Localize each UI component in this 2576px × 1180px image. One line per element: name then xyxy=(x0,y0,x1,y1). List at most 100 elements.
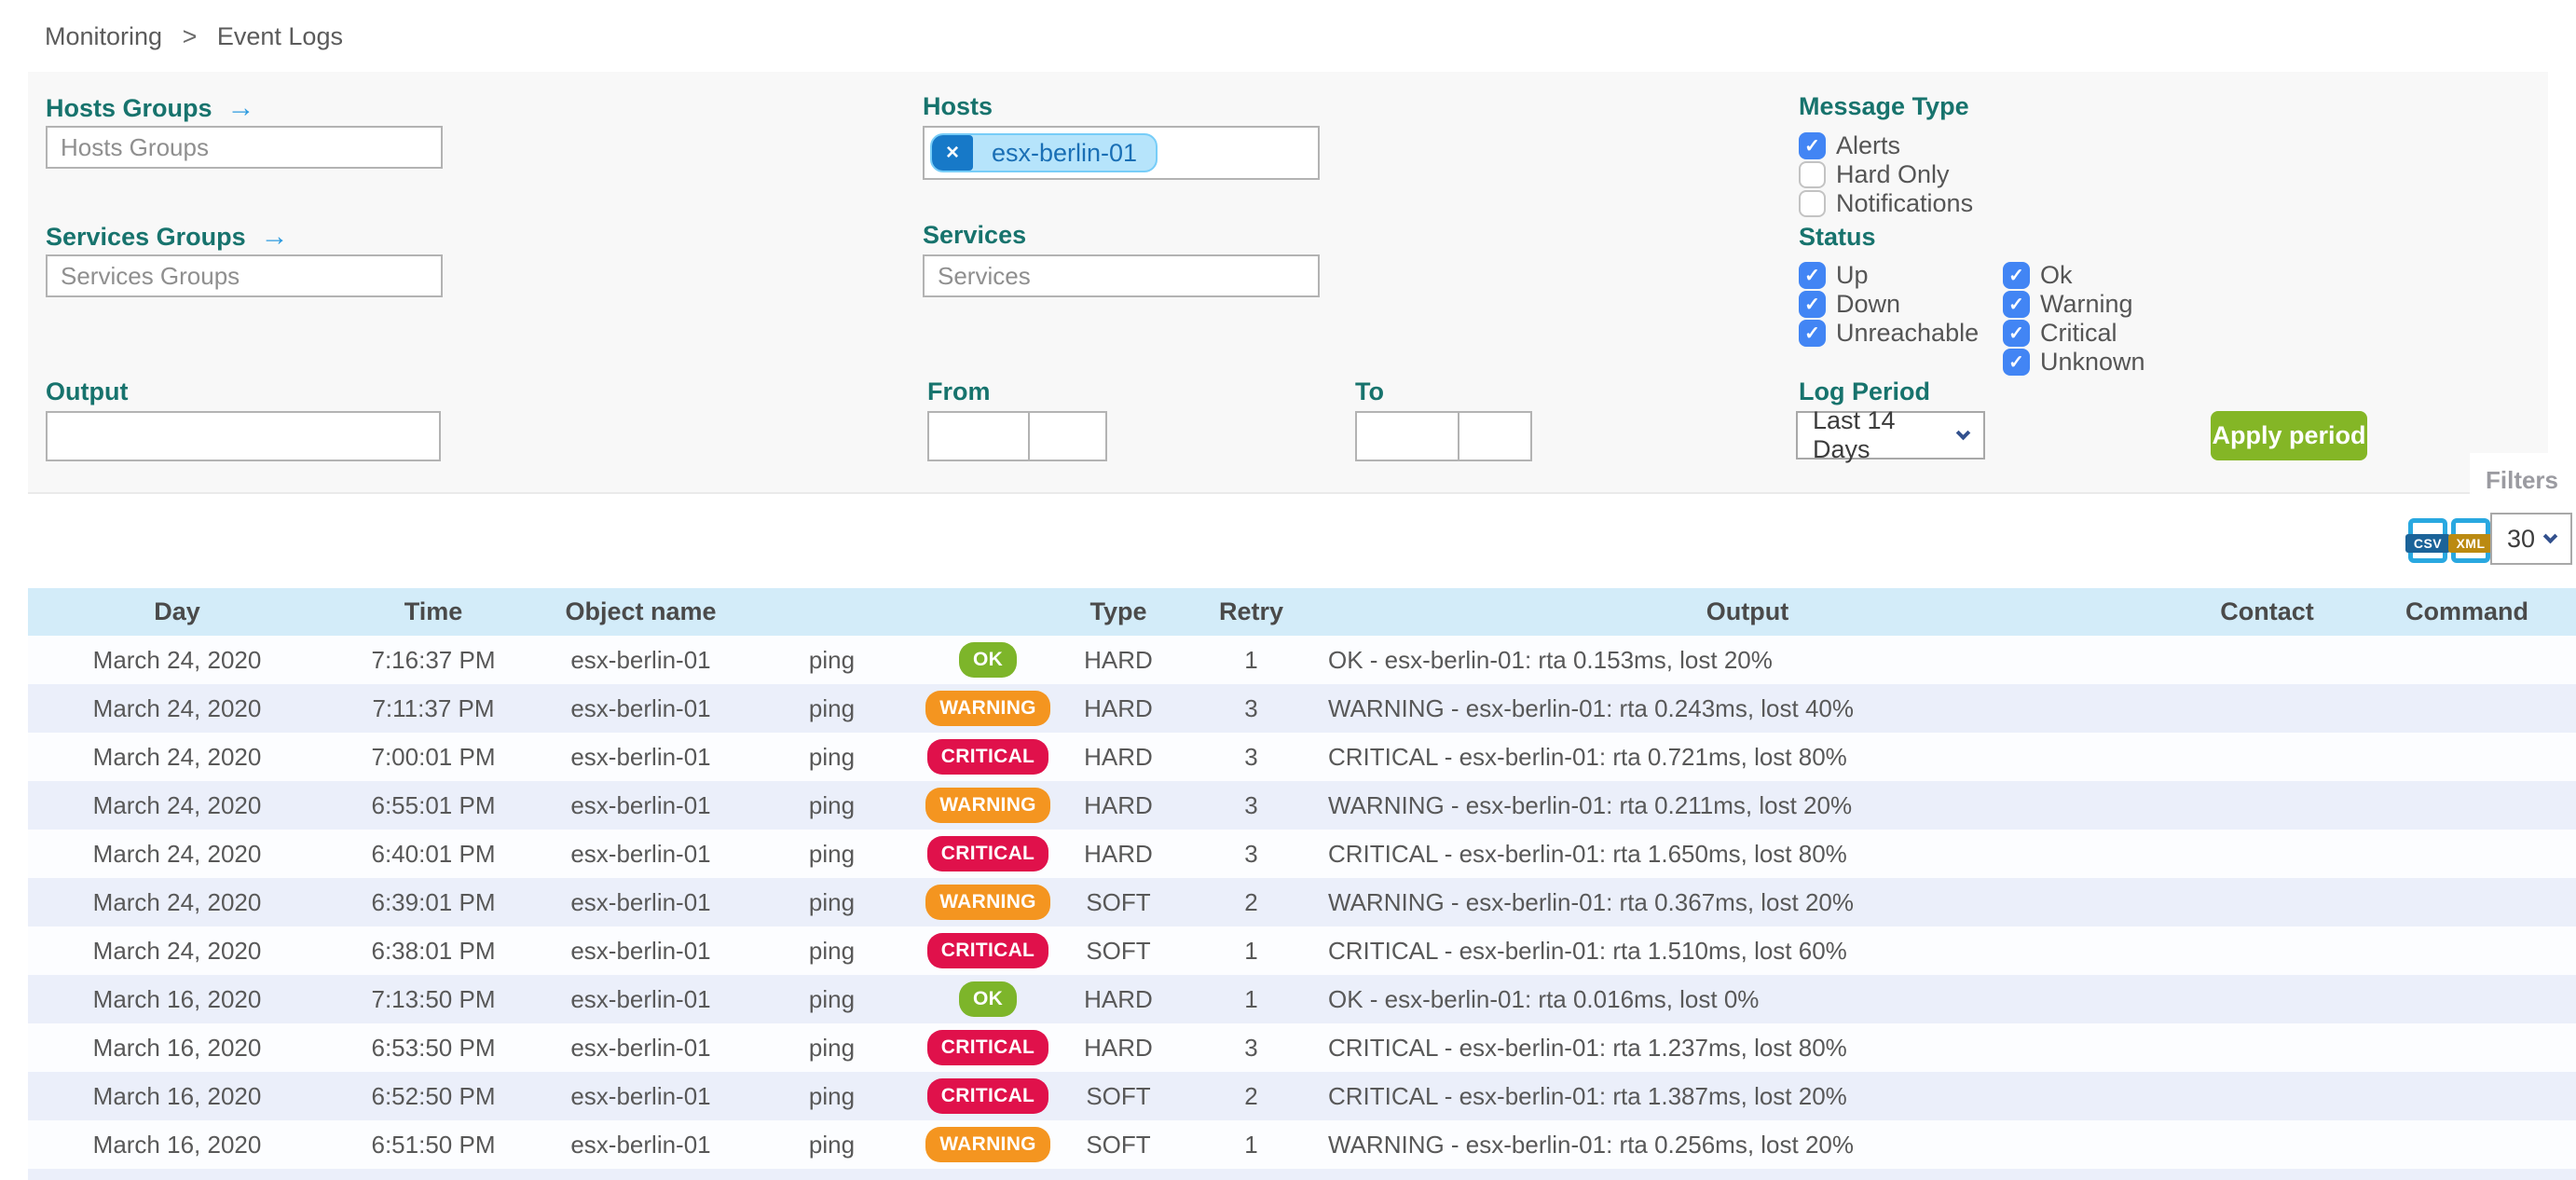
cell-type: HARD xyxy=(1084,984,1153,1013)
cell-time: 6:53:50 PM xyxy=(371,1033,496,1062)
services-groups-input[interactable] xyxy=(46,254,443,297)
cell-retry: 3 xyxy=(1244,693,1258,722)
table-row: March 16, 2020 6:51:50 PM esx-berlin-01 pin… xyxy=(28,1120,2576,1169)
checked-checkbox-icon[interactable]: ✓ xyxy=(1799,320,1826,347)
cell-service: ping xyxy=(808,693,856,722)
checkbox-critical[interactable]: ✓ Critical xyxy=(2003,319,2145,348)
table-row: March 24, 2020 6:55:01 PM esx-berlin-01 pin… xyxy=(28,781,2576,830)
cell-object-name: esx-berlin-01 xyxy=(570,742,711,771)
cell-command xyxy=(2358,926,2576,975)
checkbox-hard-only[interactable]: Hard Only xyxy=(1799,160,1973,189)
hosts-groups-label: Hosts Groups → xyxy=(46,92,255,123)
cell-object-name: esx-berlin-01 xyxy=(570,1081,711,1110)
cell-empty xyxy=(326,1169,541,1180)
checked-checkbox-icon[interactable]: ✓ xyxy=(2003,262,2030,289)
cell-command xyxy=(2358,1120,2576,1169)
table-row: March 24, 2020 6:38:01 PM esx-berlin-01 pin… xyxy=(28,926,2576,975)
cell-day: March 24, 2020 xyxy=(92,693,262,722)
checkbox-label: Warning xyxy=(2040,290,2133,318)
services-input[interactable] xyxy=(923,254,1320,297)
from-time-input[interactable] xyxy=(1028,411,1107,461)
column-header-day: Day xyxy=(28,588,326,636)
checked-checkbox-icon[interactable]: ✓ xyxy=(2003,320,2030,347)
cell-output: CRITICAL - esx-berlin-01: rta 1.387ms, l… xyxy=(1328,1081,1847,1110)
checked-checkbox-icon[interactable]: ✓ xyxy=(1799,262,1826,289)
checkbox-down[interactable]: ✓ Down xyxy=(1799,290,1979,319)
cell-time: 6:40:01 PM xyxy=(371,839,496,868)
cell-contact xyxy=(2176,878,2358,926)
cell-type: HARD xyxy=(1084,790,1153,819)
services-groups-arrow-icon[interactable]: → xyxy=(260,221,289,252)
cell-status: WARNING xyxy=(923,1120,1053,1169)
column-header-output: Output xyxy=(1319,588,2176,636)
checkbox-notifications[interactable]: Notifications xyxy=(1799,189,1973,218)
services-groups-label: Services Groups → xyxy=(46,221,289,252)
cell-time: 6:38:01 PM xyxy=(371,936,496,965)
filters-tab[interactable]: Filters xyxy=(2470,453,2574,507)
page-size-select[interactable]: 30 xyxy=(2490,513,2572,565)
cell-contact xyxy=(2176,684,2358,733)
from-label: From xyxy=(927,377,991,405)
cell-day: March 16, 2020 xyxy=(92,1081,262,1110)
host-chip: × esx-berlin-01 xyxy=(930,133,1158,172)
hosts-input[interactable]: × esx-berlin-01 xyxy=(923,126,1320,180)
export-xml-icon[interactable]: XML xyxy=(2448,518,2493,563)
cell-day: March 16, 2020 xyxy=(92,1130,262,1159)
cell-contact xyxy=(2176,975,2358,1023)
cell-time: 7:00:01 PM xyxy=(371,742,496,771)
status-options-service: ✓ Ok ✓ Warning ✓ Critical ✓ Unknown xyxy=(2003,261,2145,377)
checkbox-unknown[interactable]: ✓ Unknown xyxy=(2003,348,2145,377)
cell-status: CRITICAL xyxy=(923,733,1053,781)
cell-contact xyxy=(2176,1072,2358,1120)
cell-type: SOFT xyxy=(1086,1081,1151,1110)
status-badge: CRITICAL xyxy=(926,739,1049,775)
to-date-input[interactable] xyxy=(1355,411,1459,461)
from-date-input[interactable] xyxy=(927,411,1030,461)
unchecked-checkbox-icon[interactable] xyxy=(1799,190,1826,217)
cell-retry: 1 xyxy=(1244,984,1258,1013)
hosts-groups-input[interactable] xyxy=(46,126,443,169)
checkbox-ok[interactable]: ✓ Ok xyxy=(2003,261,2145,290)
apply-period-button[interactable]: Apply period xyxy=(2211,411,2367,460)
cell-retry: 2 xyxy=(1244,1081,1258,1110)
cell-command xyxy=(2358,1023,2576,1072)
checked-checkbox-icon[interactable]: ✓ xyxy=(1799,291,1826,318)
checkbox-up[interactable]: ✓ Up xyxy=(1799,261,1979,290)
hosts-groups-arrow-icon[interactable]: → xyxy=(226,92,255,123)
cell-output: OK - esx-berlin-01: rta 0.016ms, lost 0% xyxy=(1328,984,1760,1013)
cell-object-name: esx-berlin-01 xyxy=(570,936,711,965)
cell-output: WARNING - esx-berlin-01: rta 0.367ms, lo… xyxy=(1328,887,1854,916)
output-input[interactable] xyxy=(46,411,441,461)
status-badge: OK xyxy=(958,981,1018,1017)
cell-empty xyxy=(1184,1169,1319,1180)
cell-status: CRITICAL xyxy=(923,1072,1053,1120)
cell-service: ping xyxy=(808,1081,856,1110)
cell-time: 6:55:01 PM xyxy=(371,790,496,819)
checked-checkbox-icon[interactable]: ✓ xyxy=(2003,349,2030,376)
checked-checkbox-icon[interactable]: ✓ xyxy=(2003,291,2030,318)
checkbox-alerts[interactable]: ✓ Alerts xyxy=(1799,131,1973,160)
chevron-down-icon xyxy=(2542,528,2558,543)
cell-output: WARNING - esx-berlin-01: rta 0.256ms, lo… xyxy=(1328,1130,1854,1159)
checkbox-unreachable[interactable]: ✓ Unreachable xyxy=(1799,319,1979,348)
checkbox-warning[interactable]: ✓ Warning xyxy=(2003,290,2145,319)
cell-command xyxy=(2358,684,2576,733)
chip-remove-button[interactable]: × xyxy=(932,135,973,171)
log-period-select[interactable]: Last 14 Days xyxy=(1796,406,1985,463)
cell-output: WARNING - esx-berlin-01: rta 0.211ms, lo… xyxy=(1328,790,1853,819)
cell-empty xyxy=(28,1169,326,1180)
breadcrumb-monitoring[interactable]: Monitoring xyxy=(45,22,163,50)
cell-type: SOFT xyxy=(1086,887,1151,916)
export-csv-icon[interactable]: CSV xyxy=(2405,518,2450,563)
status-badge: WARNING xyxy=(925,788,1050,823)
cell-status: CRITICAL xyxy=(923,926,1053,975)
to-time-input[interactable] xyxy=(1458,411,1532,461)
table-row-partial xyxy=(28,1169,2576,1180)
breadcrumb-separator: > xyxy=(182,22,198,50)
unchecked-checkbox-icon[interactable] xyxy=(1799,161,1826,188)
cell-status: WARNING xyxy=(923,781,1053,830)
cell-command xyxy=(2358,830,2576,878)
event-logs-table: Day Time Object name Type Retry Output Contact… xyxy=(28,588,2576,1180)
status-options-host: ✓ Up ✓ Down ✓ Unreachable xyxy=(1799,261,1979,348)
checked-checkbox-icon[interactable]: ✓ xyxy=(1799,132,1826,159)
